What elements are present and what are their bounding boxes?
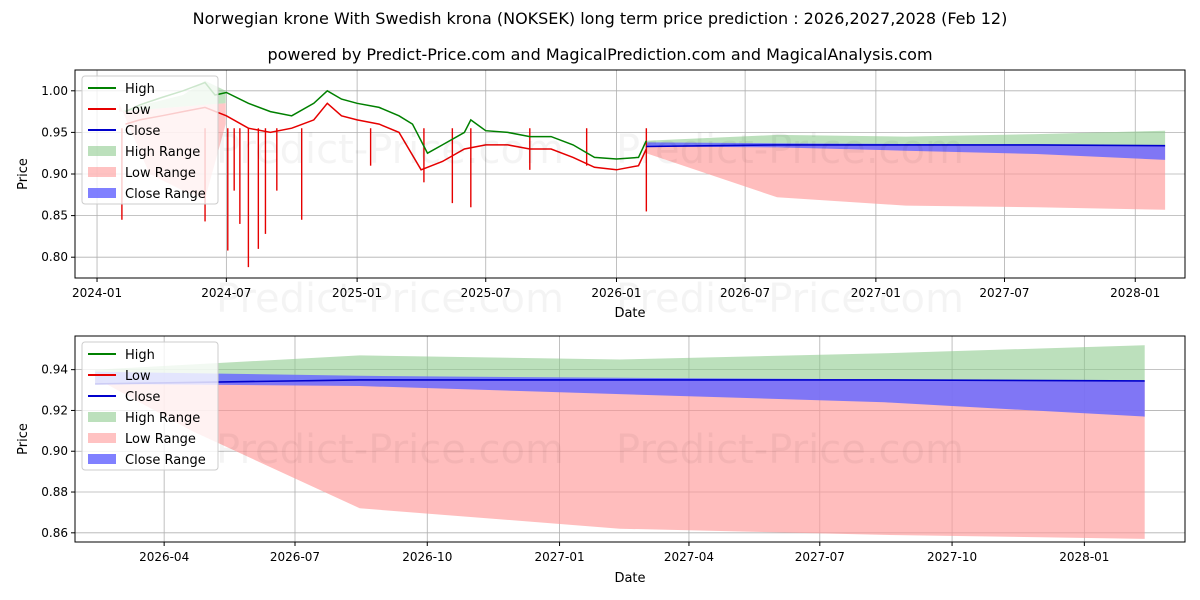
top-legend-swatch-high_range bbox=[88, 146, 116, 156]
bottom-x-tick-label: 2026-04 bbox=[139, 550, 189, 564]
bottom-x-axis-label: Date bbox=[614, 571, 645, 586]
top-legend-swatch-low_range bbox=[88, 167, 116, 177]
top-y-tick-label: 0.80 bbox=[41, 250, 68, 264]
top-legend-label-high: High bbox=[125, 82, 155, 97]
top-x-tick-label: 2025-01 bbox=[332, 286, 382, 300]
bottom-watermark: Predict-Price.com bbox=[616, 427, 964, 473]
bottom-y-tick-label: 0.88 bbox=[41, 485, 68, 499]
top-close-range-band bbox=[646, 142, 1166, 160]
top-legend-label-high_range: High Range bbox=[125, 145, 200, 160]
bottom-x-tick-label: 2027-10 bbox=[927, 550, 977, 564]
top-legend-label-close: Close bbox=[125, 124, 160, 139]
top-high-range-band bbox=[646, 130, 1166, 147]
top-x-tick-label: 2025-07 bbox=[461, 286, 511, 300]
top-y-axis-label: Price bbox=[16, 158, 31, 190]
top-x-tick-label: 2026-01 bbox=[591, 286, 641, 300]
bottom-y-axis-label: Price bbox=[16, 423, 31, 455]
bottom-legend-label-high_range: High Range bbox=[125, 411, 200, 426]
top-x-tick-label: 2027-07 bbox=[979, 286, 1029, 300]
bottom-y-tick-label: 0.90 bbox=[41, 444, 68, 458]
bottom-low-range-band bbox=[95, 377, 1145, 539]
bottom-legend-label-low_range: Low Range bbox=[125, 432, 196, 447]
top-x-axis-label: Date bbox=[614, 306, 645, 321]
bottom-x-tick-label: 2027-01 bbox=[534, 550, 584, 564]
top-legend-swatch-close_range bbox=[88, 188, 116, 198]
bottom-y-tick-label: 0.86 bbox=[41, 526, 68, 540]
bottom-legend-swatch-high_range bbox=[88, 412, 116, 422]
bottom-plot-area bbox=[95, 345, 1145, 539]
top-y-tick-label: 0.95 bbox=[41, 125, 68, 139]
bottom-x-tick-label: 2026-10 bbox=[402, 550, 452, 564]
chart-title: Norwegian krone With Swedish krona (NOKS… bbox=[192, 9, 1008, 28]
bottom-legend-swatch-close_range bbox=[88, 454, 116, 464]
top-close-line bbox=[646, 144, 1166, 148]
top-y-tick-label: 0.90 bbox=[41, 167, 68, 181]
top-low-range-band bbox=[646, 145, 1166, 210]
top-legend-label-low_range: Low Range bbox=[125, 166, 196, 181]
bottom-x-tick-label: 2027-07 bbox=[795, 550, 845, 564]
bottom-y-tick-label: 0.94 bbox=[41, 363, 68, 377]
top-x-tick-label: 2027-01 bbox=[851, 286, 901, 300]
top-x-tick-label: 2028-01 bbox=[1110, 286, 1160, 300]
top-watermark: Predict-Price.com bbox=[616, 276, 964, 322]
top-legend-label-low: Low bbox=[125, 103, 151, 118]
top-watermark: Predict-Price.com bbox=[216, 276, 564, 322]
bottom-legend-swatch-low_range bbox=[88, 433, 116, 443]
bottom-legend-label-high: High bbox=[125, 348, 155, 363]
bottom-legend-label-low: Low bbox=[125, 369, 151, 384]
bottom-high-range-band bbox=[95, 345, 1145, 384]
top-x-tick-label: 2024-07 bbox=[201, 286, 251, 300]
bottom-legend-label-close: Close bbox=[125, 390, 160, 405]
bottom-x-tick-label: 2027-04 bbox=[664, 550, 714, 564]
top-watermark: Predict-Price.com bbox=[216, 127, 564, 173]
top-y-tick-label: 0.85 bbox=[41, 209, 68, 223]
bottom-axes-frame bbox=[74, 335, 1186, 543]
bottom-watermark: Predict-Price.com bbox=[216, 427, 564, 473]
bottom-close-line bbox=[95, 379, 1145, 385]
bottom-x-tick-label: 2026-07 bbox=[270, 550, 320, 564]
top-y-tick-label: 1.00 bbox=[41, 84, 68, 98]
top-x-tick-label: 2024-01 bbox=[72, 286, 122, 300]
top-legend-label-close_range: Close Range bbox=[125, 187, 206, 202]
bottom-legend-label-close_range: Close Range bbox=[125, 453, 206, 468]
bottom-close-range-band bbox=[95, 371, 1145, 417]
top-x-tick-label: 2026-07 bbox=[720, 286, 770, 300]
top-watermark: Predict-Price.com bbox=[616, 127, 964, 173]
bottom-x-tick-label: 2028-01 bbox=[1059, 550, 1109, 564]
chart-subtitle: powered by Predict-Price.com and Magical… bbox=[267, 45, 933, 64]
bottom-y-tick-label: 0.92 bbox=[41, 403, 68, 417]
